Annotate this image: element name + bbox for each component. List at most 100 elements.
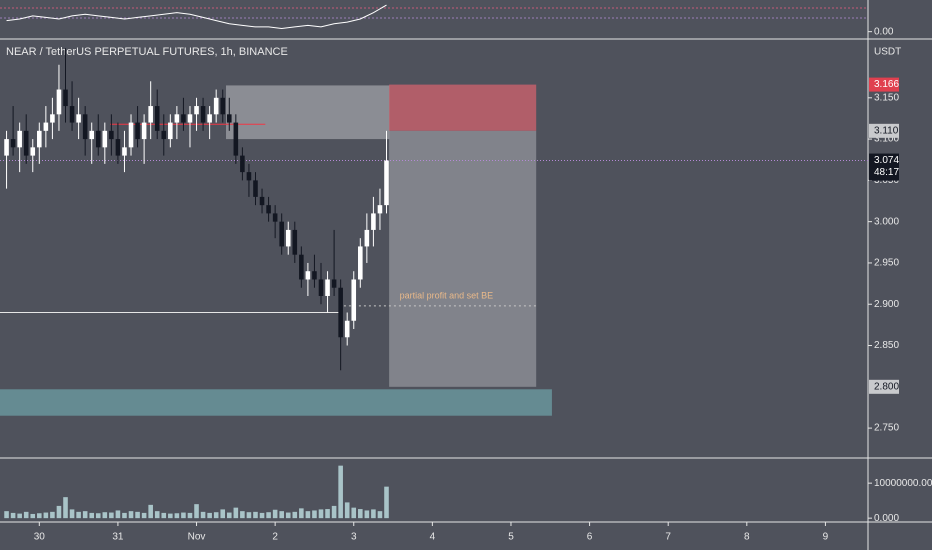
volume-bar [69,509,75,519]
volume-bar [331,505,337,519]
candle-body [338,287,343,338]
volume-bar [50,511,55,519]
x-tick-label: 2 [272,532,278,543]
candle-body [364,229,370,247]
volume-bar [128,511,134,519]
x-tick-label: 4 [430,532,436,543]
y-tick-label: 3.150 [874,92,899,103]
volume-bar [122,512,127,519]
candle-body [213,97,219,115]
volume-bar [10,512,16,519]
y-tick-label: 2.750 [874,423,899,434]
candle-body [384,160,389,206]
volume-bar [318,509,324,519]
entry-label: 3.110 [874,125,899,136]
volume-bar [200,511,206,519]
candle-body [259,196,265,206]
stop-label-bg [869,77,899,92]
candle-body [285,229,291,247]
candle-body [253,180,258,197]
y-tick-label: 2.850 [874,340,899,351]
volume-bar [253,511,258,519]
volume-bar [344,502,350,519]
volume-bar [141,512,147,519]
candle-body [30,147,36,156]
candle-body [82,114,88,140]
x-tick-label: Nov [188,532,206,543]
volume-bar [312,510,317,519]
volume-bar [181,512,186,519]
candle-body [95,130,101,148]
volume-bar [161,512,167,519]
volume-bar [37,513,42,519]
candle-body [279,221,284,247]
volume-bar [226,512,232,519]
candle-body [246,172,252,181]
candle-body [325,279,330,296]
candle-body [266,205,271,214]
volume-bar [43,512,49,519]
x-tick-label: 8 [744,532,750,543]
x-tick-label: 31 [112,532,124,543]
volume-bar [109,512,114,519]
target-zone [389,130,537,387]
candle-body [371,213,376,230]
candle-body [43,122,49,131]
volume-bar [292,511,298,519]
volume-bar [358,509,363,519]
zone [226,85,390,140]
volume-bar [266,512,271,519]
volume-bar [207,512,212,519]
stop-label: 3.166 [874,79,899,90]
y-tick-label: 3.000 [874,216,899,227]
x-tick-label: 30 [34,532,46,543]
volume-bar [279,511,284,519]
y-tick-label: 10000000.000 [874,478,932,489]
volume-bar [272,509,278,519]
volume-bar [89,512,95,519]
y-tick-label: 2.900 [874,299,899,310]
chart-title: NEAR / TetherUS PERPETUAL FUTURES, 1h, B… [6,46,288,58]
volume-bar [4,511,9,519]
candle-body [89,130,95,140]
volume-bar [115,510,121,519]
volume-bar [338,465,343,519]
volume-bar [187,512,193,519]
candle-body [377,205,383,214]
candle-body [292,229,298,255]
x-tick-label: 5 [508,532,514,543]
volume-bar [168,513,173,519]
candle-body [50,114,55,123]
volume-bar [377,511,383,519]
candle-body [56,89,62,115]
y-tick-label: 0.000 [874,513,899,524]
volume-bar [82,511,88,519]
candle-body [331,279,337,288]
volume-bar [213,512,219,519]
stop-zone [389,84,537,131]
volume-bar [76,511,81,519]
candle-body [351,279,357,321]
volume-bar [63,497,68,519]
osc-line [6,4,387,30]
zone [0,389,552,416]
candle-body [63,89,68,107]
volume-bar [102,512,108,519]
x-tick-label: 6 [587,532,593,543]
candle-body [148,106,153,123]
volume-bar [30,513,36,519]
candle-body [168,122,173,140]
candle-body [109,130,114,140]
candle-body [115,139,121,156]
currency-label: USDT [874,47,901,58]
candle-body [358,246,363,280]
candle-body [17,130,22,148]
volume-bar [194,504,199,519]
x-tick-label: 7 [665,532,671,543]
candle-body [23,130,29,156]
y-tick-label: 3.100 [874,134,899,145]
target-label: 2.800 [874,381,899,392]
candle-body [233,122,239,156]
